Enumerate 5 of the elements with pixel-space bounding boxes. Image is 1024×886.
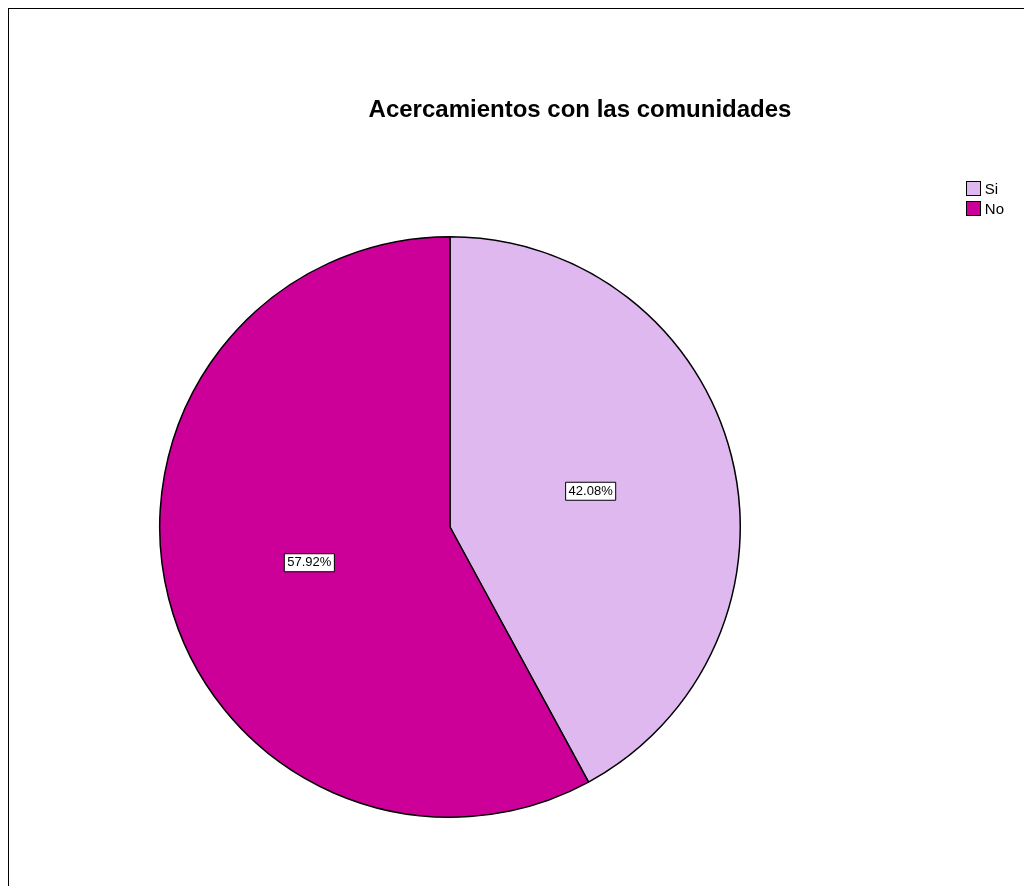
chart-title: Acercamientos con las comunidades bbox=[367, 95, 793, 123]
data-label: 57.92% bbox=[287, 554, 332, 570]
legend-label: Si bbox=[984, 179, 999, 197]
legend-label: No bbox=[984, 199, 1004, 217]
data-label: 42.08% bbox=[568, 482, 614, 498]
